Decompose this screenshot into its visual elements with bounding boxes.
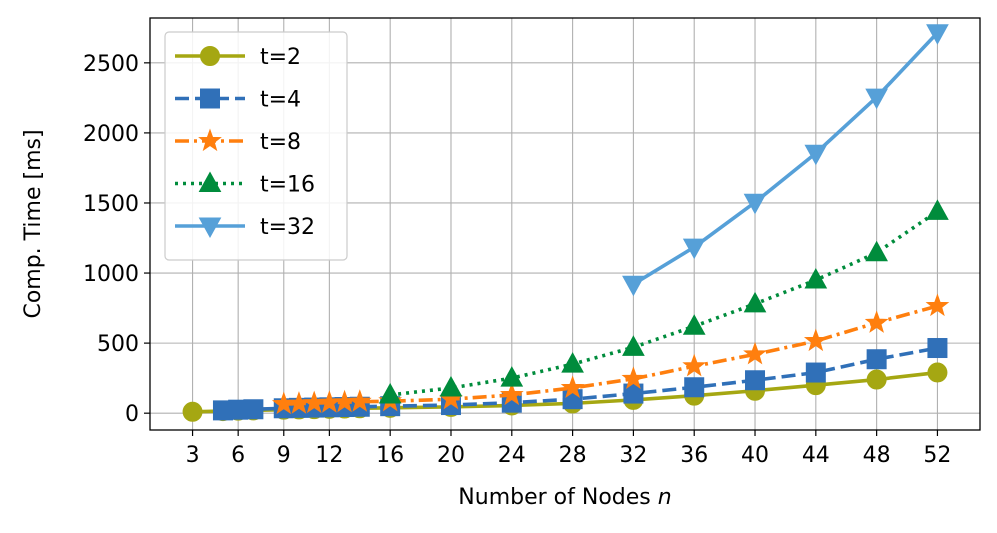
y-axis-label: Comp. Time [ms] [21, 129, 46, 318]
legend-label: t=16 [260, 173, 315, 198]
legend-marker [198, 171, 222, 192]
data-point [743, 291, 767, 313]
series-line [283, 304, 938, 406]
x-tick-label: 6 [231, 443, 245, 468]
data-point [804, 268, 828, 289]
legend-item: t=8 [175, 128, 301, 155]
data-point [743, 193, 767, 215]
legend-marker [198, 128, 222, 152]
data-point [803, 328, 828, 352]
x-tick-label: 40 [741, 443, 769, 468]
legend-item: t=16 [175, 171, 315, 198]
data-point [865, 88, 888, 110]
data-point [745, 370, 766, 391]
legend-marker [200, 88, 220, 109]
data-point [866, 349, 887, 370]
legend-marker [200, 46, 220, 66]
x-tick-label: 44 [802, 443, 830, 468]
data-point [622, 275, 645, 297]
legend-item: t=4 [175, 88, 301, 113]
plot-area-frame [149, 17, 981, 431]
series-t=8 [271, 293, 950, 415]
x-axis-label-text: Number of Nodes [458, 485, 657, 510]
x-tick-label: 48 [863, 443, 891, 468]
data-point [927, 338, 948, 359]
data-point [561, 352, 584, 373]
x-tick-label: 9 [277, 443, 291, 468]
x-axis-label: Number of Nodes n [458, 485, 671, 510]
data-point [926, 24, 949, 45]
legend: t=2 t=4 t=8 t=16 t=32 [164, 31, 348, 261]
legend-item: t=32 [175, 215, 315, 240]
x-tick-label: 36 [680, 443, 708, 468]
data-point [865, 240, 888, 262]
y-tick-label: 2500 [83, 52, 139, 77]
data-point [927, 362, 948, 383]
data-point [864, 310, 889, 333]
x-tick-label: 28 [559, 443, 587, 468]
data-series [182, 24, 950, 422]
y-tick-label: 1000 [83, 262, 139, 287]
data-point [560, 375, 585, 399]
data-point [378, 382, 402, 404]
legend-label: t=2 [260, 45, 301, 70]
data-point [623, 383, 644, 404]
data-point [804, 144, 828, 166]
data-point [621, 366, 646, 389]
data-point [805, 362, 826, 383]
x-tick-label: 32 [619, 443, 647, 468]
data-point [182, 401, 203, 422]
x-tick-label: 12 [315, 443, 343, 468]
legend-label: t=4 [260, 88, 301, 113]
data-point [439, 375, 463, 397]
legend-item: t=2 [175, 45, 301, 70]
data-point [684, 377, 705, 398]
series-line [389, 209, 939, 397]
x-tick-label: 3 [186, 443, 200, 468]
data-point [500, 366, 524, 387]
series-line [632, 31, 939, 286]
x-tick-label: 52 [923, 443, 951, 468]
data-point [682, 238, 706, 260]
data-point [243, 399, 264, 420]
y-tick-label: 500 [97, 332, 139, 357]
legend-label: t=8 [260, 130, 301, 155]
x-tick-label: 20 [437, 443, 465, 468]
x-axis-label-variable: n [658, 485, 672, 510]
data-point [866, 369, 887, 390]
y-tick-label: 2000 [83, 122, 139, 147]
data-point [925, 293, 950, 317]
data-point [682, 314, 706, 335]
series-t=16 [378, 199, 949, 404]
data-point [926, 199, 949, 220]
data-point [743, 341, 767, 365]
axis-ticks: 3 6 9 12 16 20 24 28 32 36 40 44 48 52050010001500200… [83, 52, 951, 468]
data-point [682, 353, 707, 377]
y-tick-label: 0 [125, 402, 139, 427]
series-t=32 [622, 24, 949, 297]
legend-label: t=32 [260, 215, 315, 240]
y-tick-label: 1500 [83, 192, 139, 217]
data-point [347, 389, 372, 412]
x-tick-label: 16 [376, 443, 404, 468]
legend-marker [198, 217, 222, 239]
data-point [622, 335, 645, 356]
data-point [499, 382, 524, 406]
x-tick-label: 24 [498, 443, 526, 468]
